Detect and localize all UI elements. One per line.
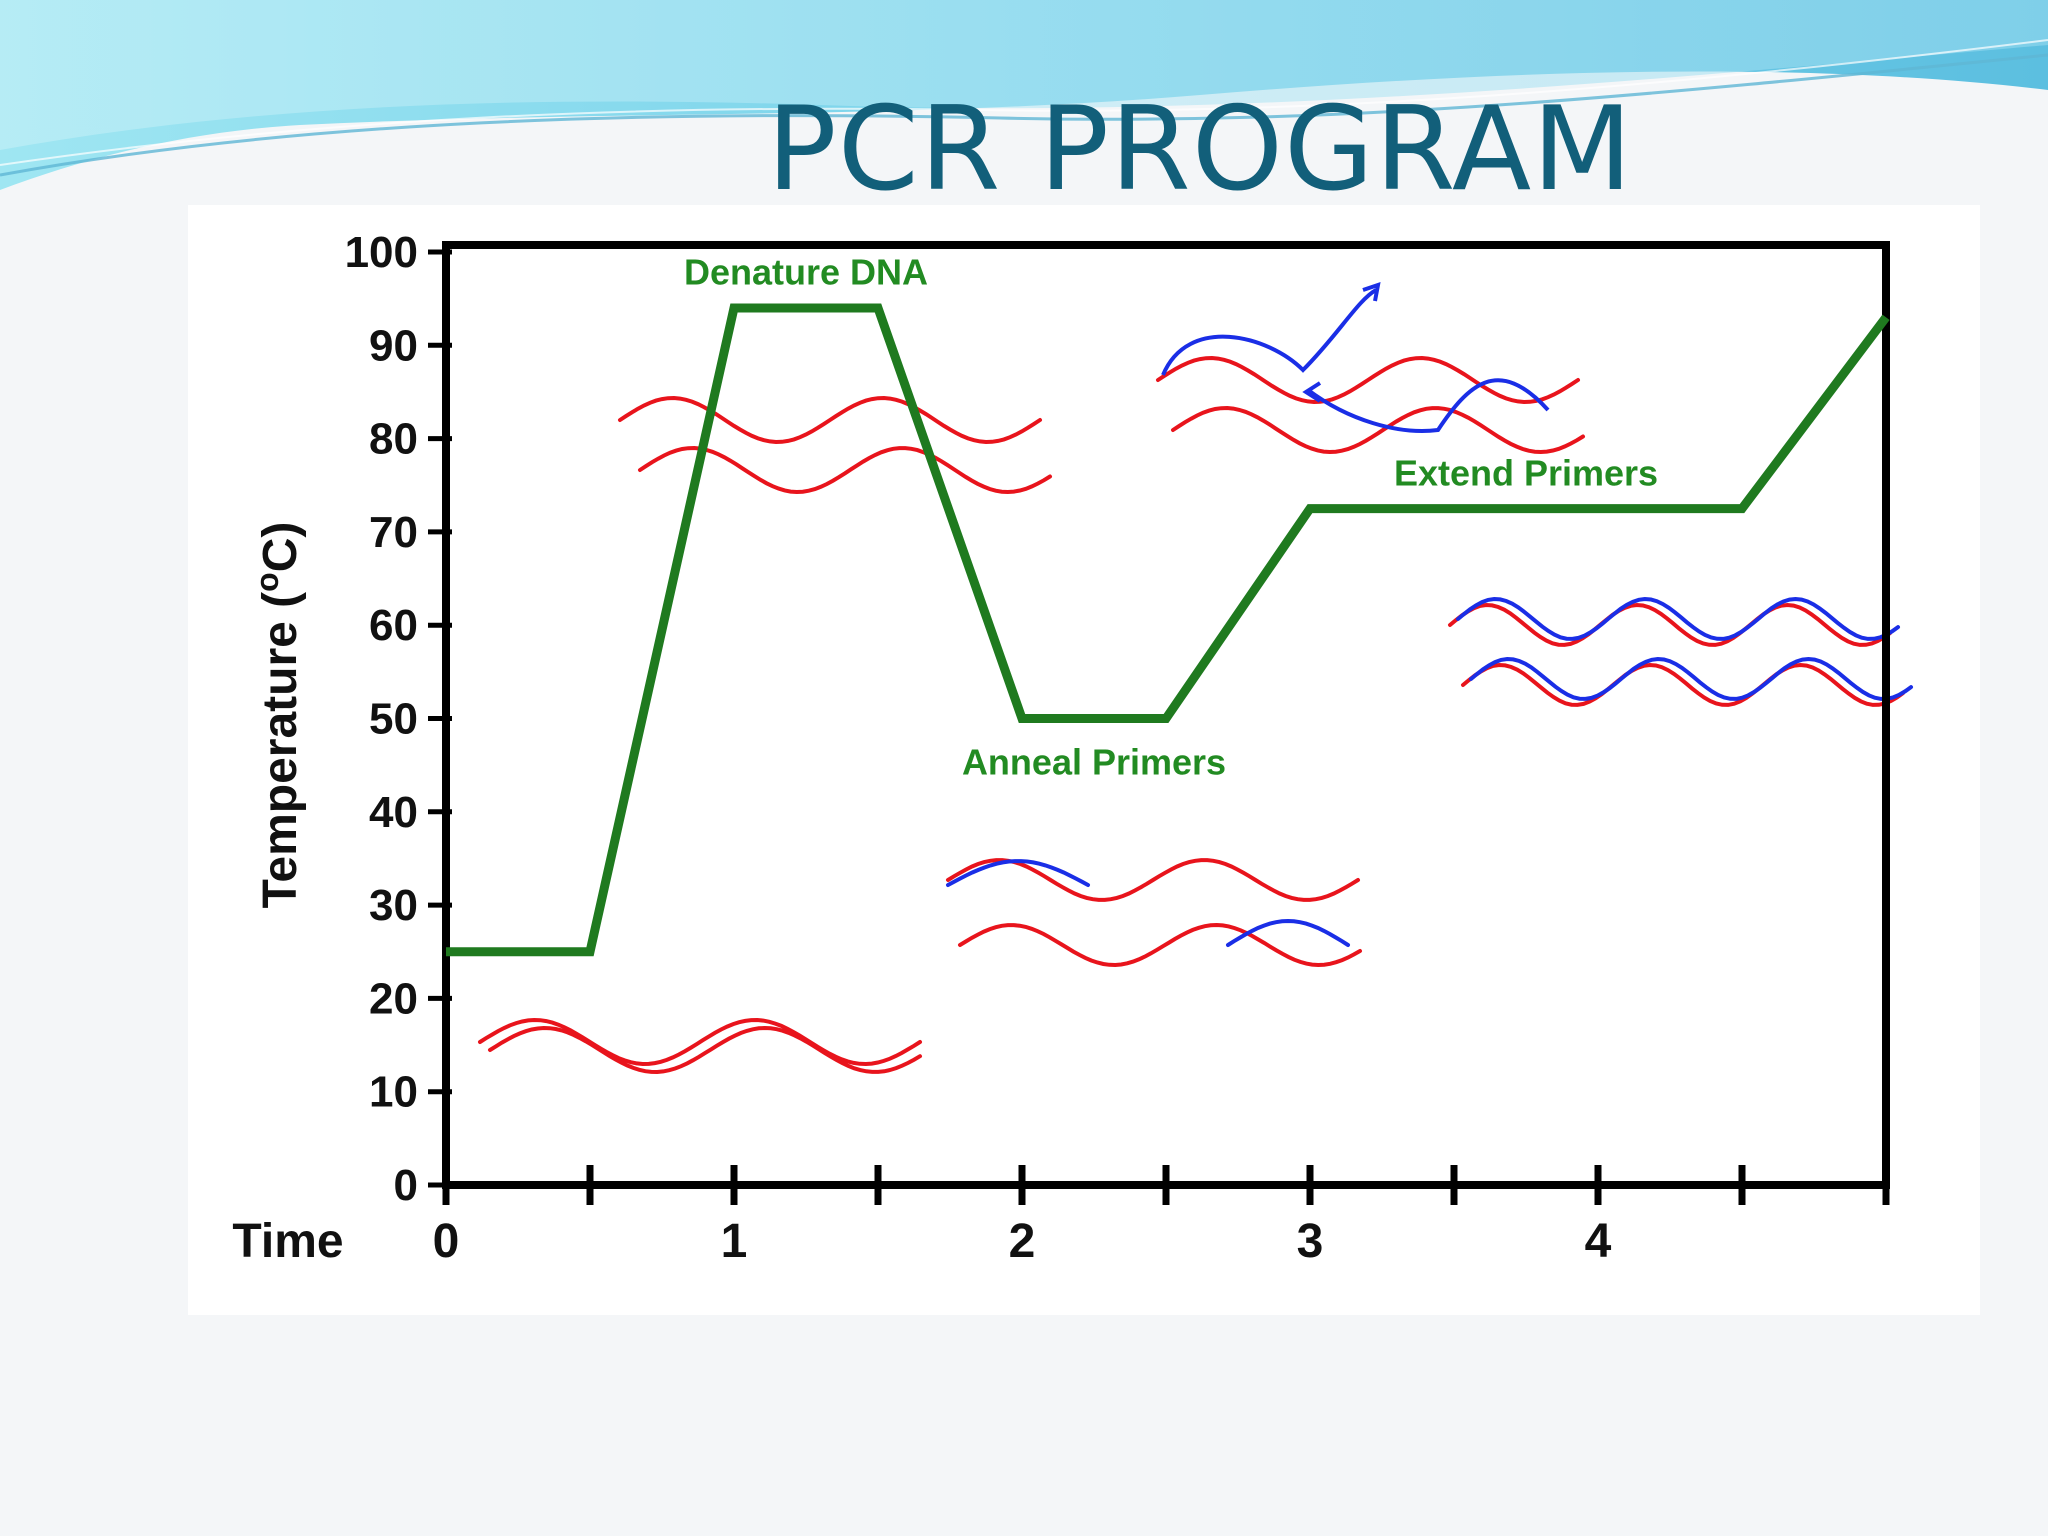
y-tick-label: 10: [369, 1068, 418, 1117]
y-axis-title-part: C): [254, 522, 307, 573]
red-dna-strand: [1171, 405, 1585, 455]
x-tick-label: 0: [433, 1215, 460, 1268]
y-axis-title-superscript: o: [249, 572, 285, 592]
pcr-temperature-chart: 0 10 20 30 40 50 60 70 80 90 100 0 1 2 3 4 Time Temperatu…: [232, 228, 1913, 1268]
x-tick-label: 4: [1585, 1215, 1612, 1268]
blue-primer-strand: [1306, 378, 1550, 433]
phase-label: Anneal Primers: [962, 741, 1226, 782]
y-tick-label: 20: [369, 974, 418, 1023]
blue-primer-strand: [1226, 918, 1350, 947]
y-tick-label: 40: [369, 788, 418, 837]
y-tick-label: 70: [369, 508, 418, 557]
temperature-line: [446, 303, 1890, 957]
red-dna-strand: [1461, 662, 1905, 707]
y-tick-label: 100: [345, 228, 418, 277]
blue-primer-strand: [1456, 596, 1900, 641]
axis-ticks: [428, 249, 1890, 1205]
temperature-line-layer: [445, 303, 1890, 957]
chart-panel: 0 10 20 30 40 50 60 70 80 90 100 0 1 2 3 4 Time Temperatu…: [188, 205, 1980, 1315]
y-tick-label: 60: [369, 601, 418, 650]
y-axis-title-part: Temperature (: [254, 592, 307, 909]
y-tick-label: 90: [369, 321, 418, 370]
blue-primer-strand: [946, 859, 1090, 887]
x-tick-label: 1: [721, 1215, 748, 1268]
phase-label: Extend Primers: [1394, 452, 1658, 493]
blue-primer-strand: [1469, 656, 1913, 701]
red-dna-strand: [488, 1025, 922, 1075]
y-tick-label: 0: [394, 1161, 418, 1210]
top-wave-highlight: [0, 0, 2048, 150]
dna-illustrations: [478, 282, 1913, 1075]
red-dna-strand: [638, 445, 1052, 495]
slide-title: PCR PROGRAM: [766, 82, 1634, 217]
x-tick-label: 2: [1009, 1215, 1036, 1268]
red-dna-strand: [958, 922, 1362, 968]
blue-primer-strand: [1161, 288, 1378, 376]
red-dna-strand: [946, 858, 1360, 902]
y-axis-title: Temperature (oC): [249, 522, 307, 909]
top-wave-line-2: [0, 39, 2048, 166]
blue-arrow: [1302, 381, 1322, 403]
red-dna-strand: [1448, 602, 1892, 647]
red-dna-strand: [1156, 355, 1580, 405]
x-tick-label: 3: [1297, 1215, 1324, 1268]
axis-labels: 0 10 20 30 40 50 60 70 80 90 100 0 1 2 3 4 Time Temperatu…: [232, 228, 1658, 1268]
blue-arrow: [1362, 282, 1381, 302]
top-wave-line: [0, 53, 2048, 177]
y-tick-label: 50: [369, 695, 418, 744]
x-axis-title: Time: [232, 1215, 343, 1268]
y-tick-label: 30: [369, 881, 418, 930]
y-tick-label: 80: [369, 415, 418, 464]
red-dna-strand: [618, 395, 1042, 445]
red-dna-strand: [478, 1017, 922, 1067]
phase-label: Denature DNA: [684, 252, 928, 293]
